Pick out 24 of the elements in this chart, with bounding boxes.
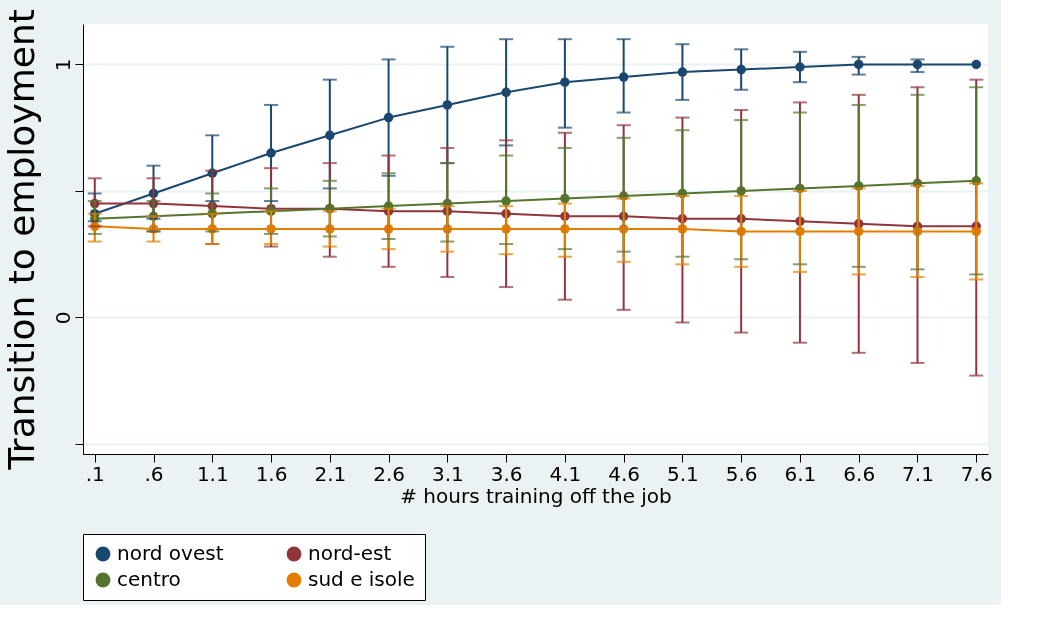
x-tick-label: 4.6 xyxy=(608,461,641,486)
x-tick-label: 5.1 xyxy=(667,461,699,486)
y-axis-title: Transition to employment xyxy=(0,9,42,471)
x-tick-label: 7.6 xyxy=(960,461,993,486)
x-tick-label: 6.6 xyxy=(843,461,876,486)
x-tick-label: 3.1 xyxy=(431,461,464,486)
x-tick-label: 5.6 xyxy=(725,461,758,486)
x-tick-label: 2.6 xyxy=(373,461,405,486)
x-tick-label: 1.1 xyxy=(196,461,229,486)
legend-label: nord-est xyxy=(308,541,392,565)
x-tick-label: 6.1 xyxy=(784,461,817,486)
x-tick-label: 1.6 xyxy=(255,461,288,486)
x-tick-label: 7.1 xyxy=(902,461,934,486)
legend-label: sud e isole xyxy=(308,567,415,591)
x-tick-label: 2.1 xyxy=(314,461,347,486)
x-axis-title: # hours training off the job xyxy=(400,483,672,508)
x-tick-label: 4.1 xyxy=(549,461,582,486)
y-tick-label: 1 xyxy=(50,58,75,72)
legend-label: centro xyxy=(117,567,181,591)
x-tick-label: 3.6 xyxy=(490,461,523,486)
x-tick-label: .6 xyxy=(144,461,164,486)
legend-label: nord ovest xyxy=(117,541,224,565)
y-tick-label: 0 xyxy=(50,311,75,325)
x-tick-label: .1 xyxy=(85,461,105,486)
